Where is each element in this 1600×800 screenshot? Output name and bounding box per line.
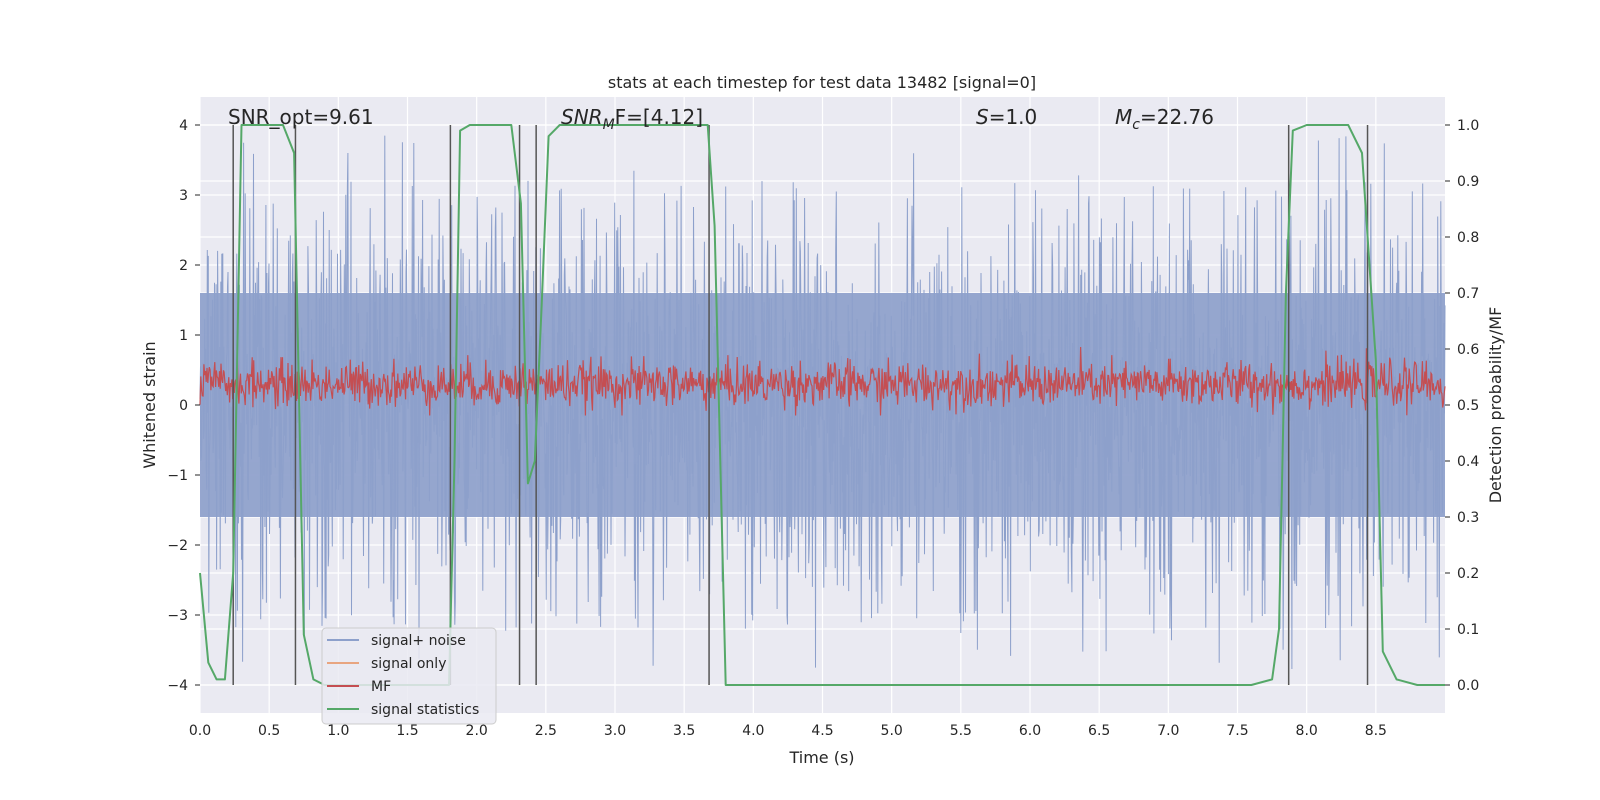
legend-label-mf: MF: [371, 679, 391, 695]
x-tick-label: 5.0: [881, 723, 903, 739]
y-tick-label: −2: [167, 538, 188, 554]
y2-tick-label: 1.0: [1457, 118, 1479, 134]
y2-tick-label: 0.5: [1457, 398, 1479, 414]
y-tick-label: −1: [167, 468, 188, 484]
x-tick-label: 2.0: [466, 723, 488, 739]
y2-tick-label: 0.7: [1457, 286, 1479, 302]
s-var: S: [976, 105, 989, 129]
s-rest: =1.0: [989, 105, 1038, 129]
mc-annotation: Mc=22.76: [1115, 105, 1214, 133]
x-tick-label: 3.5: [673, 723, 695, 739]
legend-box: [321, 627, 497, 725]
x-tick-label: 6.0: [1019, 723, 1041, 739]
y2-tick-label: 0.3: [1457, 510, 1479, 526]
signal-noise-series: [199, 135, 1446, 670]
y2-tick-label: 0.0: [1457, 678, 1479, 694]
x-tick-label: 8.5: [1365, 723, 1387, 739]
x-tick-label: 7.5: [1226, 723, 1248, 739]
x-tick-label: 2.5: [535, 723, 557, 739]
y2-tick-label: 0.4: [1457, 454, 1479, 470]
snr-opt-annotation: SNR_opt=9.61: [228, 105, 374, 129]
signal-statistics-series: [199, 124, 1445, 686]
legend-label-stat: signal statistics: [371, 702, 479, 718]
y-tick-label: 1: [179, 328, 188, 344]
x-tick-label: 3.0: [604, 723, 626, 739]
y2-tick-label: 0.2: [1457, 566, 1479, 582]
x-tick-label: 1.0: [327, 723, 349, 739]
y-tick-label: 3: [179, 188, 188, 204]
x-tick-label: 0.5: [258, 723, 280, 739]
mf-series: [199, 346, 1446, 416]
snr-mf-annotation: SNRMF=[4.12]: [561, 105, 703, 133]
y2-tick-label: 0.6: [1457, 342, 1479, 358]
x-tick-label: 7.0: [1157, 723, 1179, 739]
y-tick-label: 0: [179, 398, 188, 414]
x-tick-label: 8.0: [1296, 723, 1318, 739]
s-annotation: S=1.0: [976, 105, 1037, 129]
noise-line: [199, 135, 1446, 670]
mf-line: [199, 346, 1446, 416]
y-tick-label: −3: [167, 608, 188, 624]
y-tick-label: 4: [179, 118, 188, 134]
x-tick-label: 1.5: [396, 723, 418, 739]
legend: signal+ noise signal only MF signal stat…: [321, 627, 497, 725]
legend-label-signal: signal only: [371, 656, 446, 672]
signal-statistics-line: [199, 124, 1445, 686]
x-tick-label: 4.0: [742, 723, 764, 739]
snr-mf-var: SNR: [561, 105, 603, 129]
legend-label-noise: signal+ noise: [371, 633, 466, 649]
axes: 0.0 0.5 1.0 1.5 2.0 2.5 3.0 3.5 4.0 4.5 5.0 5.5 6.0 6…: [167, 118, 1479, 739]
y2-axis-label: Detection probability/MF: [1486, 307, 1505, 504]
y-tick-label: −4: [167, 678, 188, 694]
snr-mf-sub: M: [603, 117, 615, 133]
x-tick-label: 4.5: [811, 723, 833, 739]
mc-var: M: [1115, 105, 1132, 129]
x-tick-label: 0.0: [189, 723, 211, 739]
chart-title: stats at each timestep for test data 134…: [608, 73, 1036, 92]
mc-sub: c: [1132, 117, 1140, 133]
x-tick-label: 5.5: [950, 723, 972, 739]
mc-rest: =22.76: [1140, 105, 1214, 129]
y2-tick-label: 0.1: [1457, 622, 1479, 638]
y2-tick-label: 0.9: [1457, 174, 1479, 190]
x-tick-label: 6.5: [1088, 723, 1110, 739]
x-axis-label: Time (s): [788, 748, 854, 767]
y-tick-label: 2: [179, 258, 188, 274]
snr-mf-rest: F=[4.12]: [615, 105, 703, 129]
y2-tick-label: 0.8: [1457, 230, 1479, 246]
y-axis-label: Whitened strain: [140, 341, 159, 468]
